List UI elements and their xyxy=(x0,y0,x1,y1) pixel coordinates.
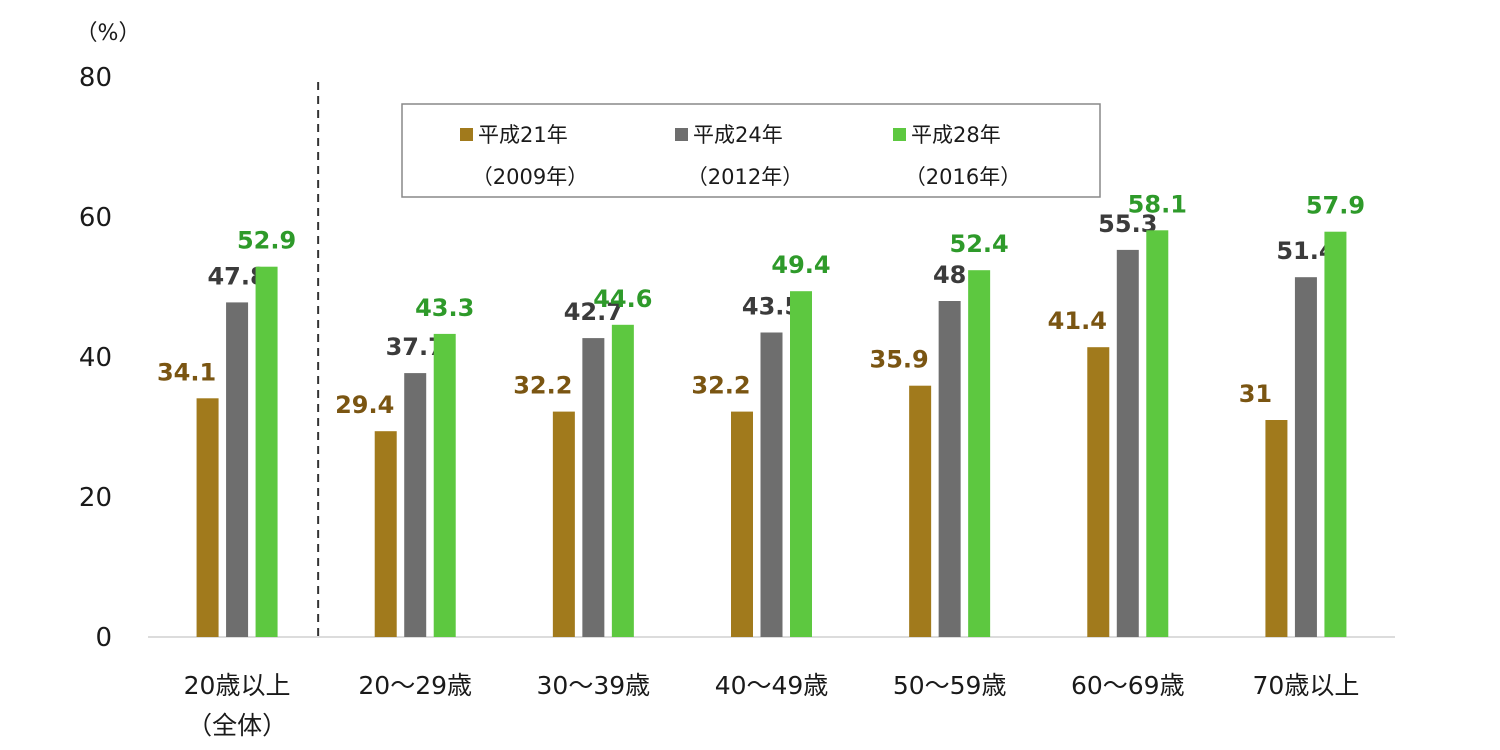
data-label: 57.9 xyxy=(1306,192,1365,220)
bar xyxy=(582,338,605,637)
x-category-label: 20歳以上 xyxy=(184,671,291,700)
bar xyxy=(1294,277,1317,637)
legend-box xyxy=(401,103,1101,198)
y-tick-label: 40 xyxy=(79,343,112,373)
bar xyxy=(1087,347,1110,637)
x-category-label: 70歳以上 xyxy=(1253,671,1360,700)
legend-item: 平成21年 （2009年） xyxy=(460,123,588,189)
bar xyxy=(1116,249,1139,637)
bar xyxy=(760,332,783,637)
y-axis-unit-label: （%） xyxy=(76,21,141,46)
legend-sublabel: （2009年） xyxy=(472,165,588,189)
bar-group: 32.2 42.744.6 xyxy=(513,285,652,637)
legend-label: 平成28年 xyxy=(911,123,1001,147)
legend-label: 平成21年 xyxy=(478,123,568,147)
bar xyxy=(404,373,427,637)
legend-swatch xyxy=(675,128,688,141)
bar xyxy=(790,291,812,637)
y-tick-label: 20 xyxy=(79,483,112,513)
x-category-label: 40～49歳 xyxy=(715,671,829,700)
bar xyxy=(938,301,961,637)
legend-sublabel: （2012年） xyxy=(687,165,803,189)
legend: 平成21年 （2009年） 平成24年 （2012年） 平成28年 （2016年） xyxy=(401,103,1101,198)
bar xyxy=(433,333,456,637)
bar xyxy=(968,270,991,637)
legend-swatch xyxy=(460,128,473,141)
data-label: 44.6 xyxy=(593,285,652,313)
data-label: 31 xyxy=(1239,380,1272,408)
data-label: 35.9 xyxy=(870,346,929,374)
data-label: 32.2 xyxy=(513,372,572,400)
data-label: 32.2 xyxy=(691,372,750,400)
data-label: 52.4 xyxy=(950,230,1009,258)
data-label: 58.1 xyxy=(1128,190,1187,218)
bar xyxy=(1146,230,1169,638)
data-label: 34.1 xyxy=(157,358,216,386)
bar xyxy=(611,324,634,637)
data-label: 49.4 xyxy=(771,251,830,279)
bar xyxy=(226,302,249,637)
x-category-label: 20～29歳 xyxy=(358,671,472,700)
bar-group: 32.243.549.4 xyxy=(691,251,831,637)
legend-item: 平成28年 （2016年） xyxy=(893,123,1021,189)
legend-swatch xyxy=(893,128,906,141)
data-label: 42.7 xyxy=(564,298,623,326)
y-axis-ticks: 0 20 40 60 80 xyxy=(79,63,112,653)
bar-group: 35.9 48 52.4 xyxy=(870,230,1009,637)
data-label: 41.4 xyxy=(1048,307,1107,335)
data-label: 48 xyxy=(933,261,966,289)
bar xyxy=(1324,231,1347,637)
data-label: 52.9 xyxy=(237,227,296,255)
bar-group: 34.147.852.9 xyxy=(157,227,296,637)
bar xyxy=(731,411,753,637)
bar xyxy=(1265,420,1288,637)
y-tick-label: 60 xyxy=(79,203,112,233)
y-tick-label: 80 xyxy=(79,63,112,93)
bar xyxy=(909,385,932,637)
bar xyxy=(552,411,575,637)
legend-item: 平成24年 （2012年） xyxy=(675,123,803,189)
bar-group: 29.437.743.3 xyxy=(335,294,474,637)
x-category-label: （全体） xyxy=(187,711,287,740)
legend-sublabel: （2016年） xyxy=(905,165,1021,189)
bar xyxy=(374,431,397,637)
x-category-label: 30～39歳 xyxy=(537,671,651,700)
y-tick-label: 0 xyxy=(95,623,112,653)
x-category-label: 50～59歳 xyxy=(893,671,1007,700)
x-axis-category-labels: 20歳以上 （全体） 20～29歳 30～39歳 40～49歳 50～59歳 60～69歳 7… xyxy=(184,671,1360,740)
bar xyxy=(255,266,278,637)
x-category-label: 60～69歳 xyxy=(1071,671,1185,700)
bar xyxy=(196,398,219,637)
data-label: 29.4 xyxy=(335,391,394,419)
legend-label: 平成24年 xyxy=(693,123,783,147)
bar-group: 41.455.358.1 xyxy=(1048,190,1187,638)
bar-groups: 34.147.852.929.437.743.332.242.744.632.2… xyxy=(157,190,1365,638)
data-label: 43.3 xyxy=(415,294,474,322)
